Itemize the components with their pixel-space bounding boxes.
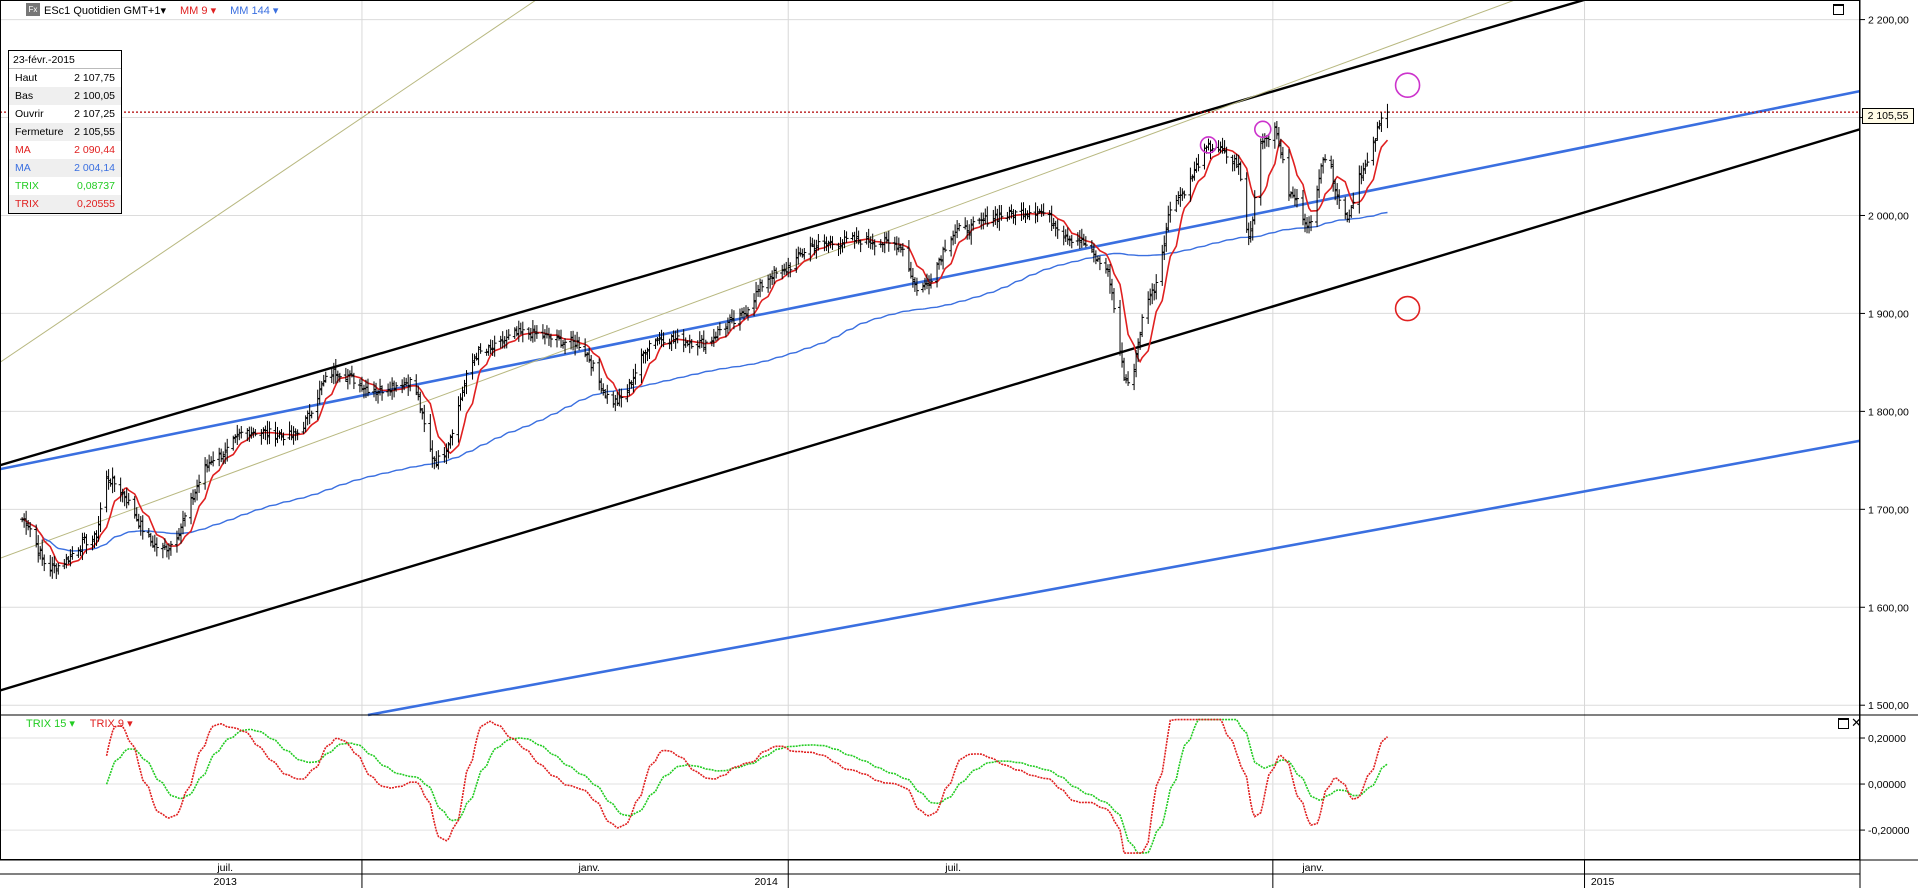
trend-line-channel-lower xyxy=(0,128,1861,692)
price-bars xyxy=(20,103,1390,580)
data-window-row-label: Haut xyxy=(15,72,38,84)
data-window-row: MA 2 090,44 xyxy=(9,141,121,159)
data-window-row: MA 2 004,14 xyxy=(9,159,121,177)
trend-line-blue-lower xyxy=(367,439,1861,717)
trend-line-channel-upper xyxy=(0,0,1589,467)
data-window-row: Fermeture 2 105,55 xyxy=(9,123,121,141)
data-window-row: Haut 2 107,75 xyxy=(9,69,121,87)
red-circle-marker xyxy=(1394,295,1421,322)
trix-lines xyxy=(105,718,1389,854)
price-tick-label: 1 500,00 xyxy=(1868,700,1909,712)
data-window-row: Bas 2 100,05 xyxy=(9,87,121,105)
data-window-row-label: Ouvrir xyxy=(15,108,44,120)
trix-header: TRIX 15 ▾ TRIX 9 ▾ xyxy=(26,717,145,730)
data-window-row-value: 2 107,75 xyxy=(74,72,115,84)
price-tick-label: 1 600,00 xyxy=(1868,602,1909,614)
data-window-date: 23-févr.-2015 xyxy=(9,51,121,69)
data-window-row-value: 2 090,44 xyxy=(74,144,115,156)
data-window-row-value: 0,20555 xyxy=(77,198,115,210)
price-tick-label: 2 000,00 xyxy=(1868,210,1909,222)
magenta-circle-marker xyxy=(1253,120,1272,139)
trix-fast-label[interactable]: TRIX 9 ▾ xyxy=(89,718,133,730)
data-window-row-value: 2 004,14 xyxy=(74,162,115,174)
trend-line-olive-1 xyxy=(0,0,537,363)
price-tick-label: 2 200,00 xyxy=(1868,15,1909,27)
magenta-circle-marker xyxy=(1199,136,1218,154)
last-price-label: 2 105,55 xyxy=(1862,108,1914,124)
trix-15-line xyxy=(105,718,1388,854)
close-trix-panel-icon[interactable]: ✕ xyxy=(1851,715,1862,730)
month-tick-label: janv. xyxy=(577,862,599,874)
trend-line-olive-2 xyxy=(0,0,1517,559)
ma-144-line xyxy=(22,211,1388,552)
magenta-circle-marker xyxy=(1394,72,1421,99)
instrument-label[interactable]: ESc1 Quotidien GMT+1▾ xyxy=(44,4,167,17)
annotation-markers xyxy=(1199,72,1421,322)
indicator-fx-icon[interactable]: Fx xyxy=(26,3,40,16)
data-window-row: TRIX 0,20555 xyxy=(9,195,121,213)
trix-tick-label: 0,00000 xyxy=(1868,779,1906,791)
maximize-trix-panel-icon[interactable] xyxy=(1838,718,1849,729)
data-window: 23-févr.-2015 Haut 2 107,75 Bas 2 100,05 Ouv… xyxy=(8,50,122,214)
trix-tick-label: 0,20000 xyxy=(1868,733,1906,745)
data-window-row-value: 0,08737 xyxy=(77,180,115,192)
chart-header: ESc1 Quotidien GMT+1▾ MM 9 ▾ MM 144 ▾ xyxy=(44,2,292,18)
data-window-row-label: TRIX xyxy=(15,180,39,192)
data-window-row-label: Bas xyxy=(15,90,34,102)
data-window-row-label: Fermeture xyxy=(15,126,64,138)
maximize-price-panel-icon[interactable] xyxy=(1833,4,1844,15)
trix-9-line xyxy=(105,718,1389,854)
trix-tick-label: -0,20000 xyxy=(1868,825,1910,837)
year-tick-label: 2015 xyxy=(1591,876,1615,888)
price-tick-label: 1 900,00 xyxy=(1868,308,1909,320)
ma-fast-label[interactable]: MM 9 ▾ xyxy=(180,4,217,17)
month-tick-label: juil. xyxy=(216,862,233,874)
data-window-row-label: TRIX xyxy=(15,198,39,210)
year-tick-label: 2013 xyxy=(214,876,238,888)
data-window-row-value: 2 100,05 xyxy=(74,90,115,102)
trix-slow-label[interactable]: TRIX 15 ▾ xyxy=(26,718,75,730)
ma-slow-label[interactable]: MM 144 ▾ xyxy=(230,4,279,17)
data-window-row-value: 2 105,55 xyxy=(74,126,115,138)
price-tick-label: 1 800,00 xyxy=(1868,406,1909,418)
price-tick-label: 1 700,00 xyxy=(1868,504,1909,516)
month-tick-label: janv. xyxy=(1301,862,1323,874)
data-window-row: TRIX 0,08737 xyxy=(9,177,121,195)
month-tick-label: juil. xyxy=(944,862,961,874)
data-window-row-label: MA xyxy=(15,144,31,156)
data-window-row-value: 2 107,25 xyxy=(74,108,115,120)
data-window-row-label: MA xyxy=(15,162,31,174)
year-tick-label: 2014 xyxy=(754,876,778,888)
data-window-row: Ouvrir 2 107,25 xyxy=(9,105,121,123)
